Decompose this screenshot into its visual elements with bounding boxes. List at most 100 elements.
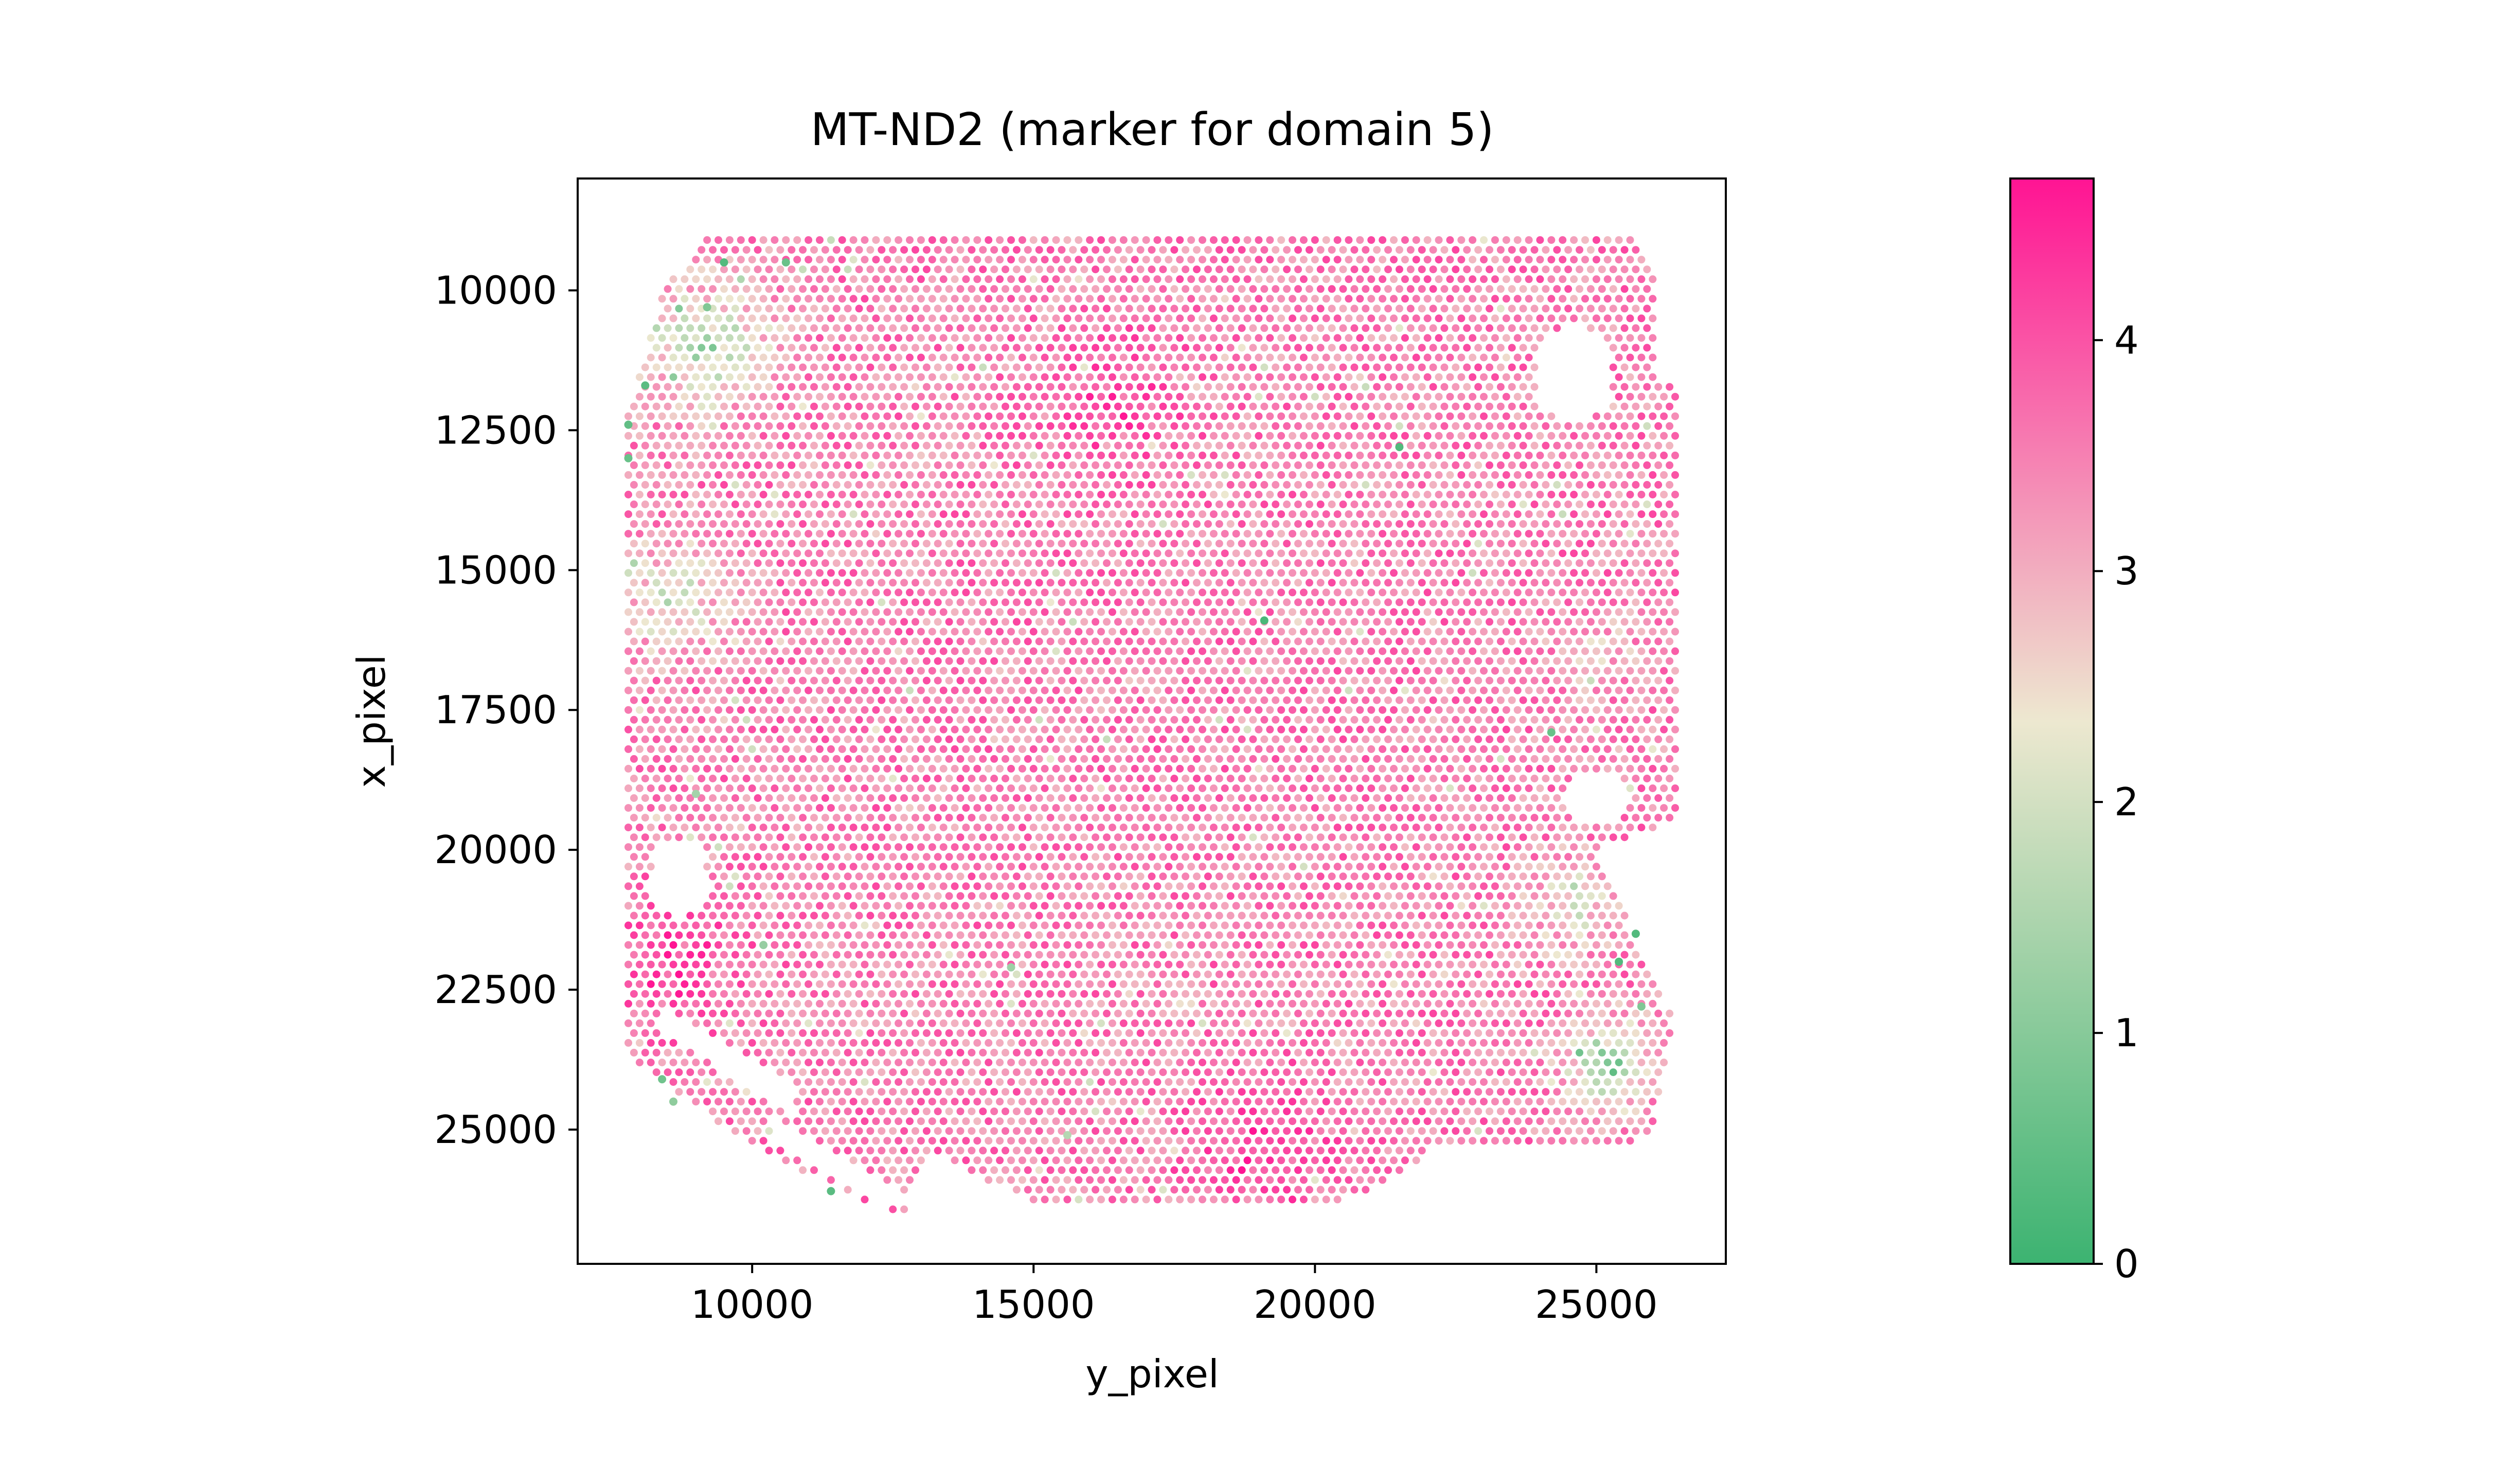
scatter-point: [715, 530, 722, 538]
scatter-point: [832, 500, 841, 508]
scatter-point: [703, 647, 711, 655]
scatter-point: [1412, 295, 1420, 303]
scatter-point: [1221, 608, 1229, 616]
scatter-point: [1289, 432, 1296, 440]
scatter-point: [1002, 402, 1009, 410]
scatter-point: [1660, 647, 1668, 655]
scatter-point: [1035, 637, 1043, 646]
scatter-point: [1328, 402, 1336, 410]
scatter-point: [810, 402, 818, 410]
scatter-point: [1311, 608, 1319, 616]
scatter-point: [849, 764, 858, 773]
scatter-point: [1418, 755, 1426, 763]
scatter-point: [692, 334, 700, 342]
scatter-point: [956, 559, 965, 567]
scatter-point: [1165, 275, 1173, 283]
scatter-point: [1412, 432, 1420, 440]
scatter-point: [1379, 412, 1387, 420]
scatter-point: [1125, 422, 1133, 430]
scatter-point: [1660, 745, 1668, 753]
scatter-point: [1199, 745, 1206, 753]
scatter-point: [1654, 755, 1663, 763]
scatter-point: [1069, 696, 1077, 704]
scatter-point: [1260, 246, 1269, 254]
scatter-point: [776, 755, 784, 763]
scatter-point: [810, 598, 818, 606]
scatter-point: [1474, 735, 1483, 743]
scatter-point: [1643, 500, 1651, 508]
scatter-point: [816, 745, 824, 753]
scatter-point: [805, 510, 813, 518]
scatter-point: [1581, 647, 1589, 655]
scatter-point: [805, 667, 813, 675]
scatter-point: [1002, 344, 1009, 352]
scatter-point: [1204, 305, 1212, 313]
scatter-point: [1209, 647, 1218, 655]
scatter-point: [1243, 628, 1252, 636]
scatter-point: [928, 647, 936, 655]
scatter-point: [1542, 285, 1550, 293]
scatter-point: [1260, 579, 1269, 587]
scatter-point: [810, 285, 818, 293]
scatter-point: [956, 285, 965, 293]
scatter-point: [889, 755, 897, 763]
scatter-point: [1260, 402, 1269, 410]
scatter-point: [1649, 686, 1657, 694]
scatter-point: [652, 324, 660, 332]
scatter-point: [1255, 588, 1263, 597]
scatter-point: [928, 471, 936, 479]
scatter-point: [922, 696, 931, 704]
scatter-point: [1063, 530, 1072, 538]
scatter-point: [1553, 540, 1561, 548]
scatter-point: [664, 461, 672, 469]
scatter-point: [1316, 559, 1325, 567]
scatter-point: [956, 520, 965, 528]
scatter-point: [1131, 491, 1139, 498]
scatter-point: [866, 559, 874, 567]
scatter-point: [844, 265, 852, 274]
scatter-point: [1559, 491, 1567, 498]
scatter-point: [686, 520, 694, 528]
scatter-point: [624, 569, 632, 577]
scatter-point: [805, 471, 813, 479]
scatter-point: [985, 647, 993, 655]
scatter-point: [912, 657, 919, 665]
scatter-point: [737, 334, 745, 342]
scatter-point: [939, 549, 948, 558]
scatter-point: [1255, 549, 1263, 558]
scatter-point: [1075, 549, 1083, 558]
scatter-point: [1423, 745, 1432, 753]
scatter-point: [624, 588, 632, 597]
scatter-point: [883, 314, 891, 323]
scatter-point: [1316, 246, 1325, 254]
scatter-point: [1570, 471, 1578, 479]
scatter-point: [1221, 686, 1229, 694]
scatter-point: [1052, 647, 1060, 655]
scatter-point: [849, 608, 858, 616]
scatter-point: [664, 676, 672, 685]
scatter-point: [1226, 735, 1235, 743]
scatter-point: [754, 285, 762, 293]
scatter-point: [934, 579, 942, 587]
scatter-point: [1457, 706, 1466, 714]
scatter-point: [816, 256, 824, 264]
scatter-point: [1148, 500, 1156, 508]
scatter-point: [1328, 735, 1336, 743]
scatter-point: [1187, 530, 1195, 538]
scatter-point: [1029, 745, 1038, 753]
scatter-point: [799, 559, 807, 567]
scatter-point: [731, 500, 739, 508]
scatter-point: [793, 706, 801, 714]
scatter-point: [1446, 373, 1454, 381]
scatter-point: [1502, 256, 1510, 264]
scatter-point: [844, 716, 852, 724]
scatter-point: [1283, 441, 1291, 450]
scatter-point: [1136, 637, 1145, 646]
scatter-point: [765, 285, 773, 293]
scatter-point: [1654, 422, 1663, 430]
scatter-point: [1457, 412, 1466, 420]
scatter-point: [788, 579, 796, 587]
scatter-point: [1626, 451, 1634, 459]
scatter-point: [1215, 402, 1223, 410]
scatter-point: [624, 432, 632, 440]
